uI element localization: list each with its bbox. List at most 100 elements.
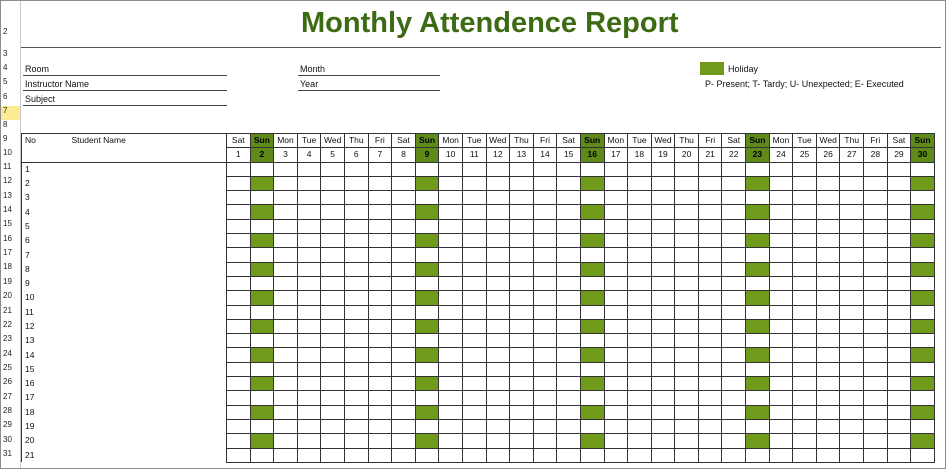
attendance-cell[interactable] [391, 433, 416, 449]
row-number[interactable]: 14 [3, 205, 12, 215]
holiday-cell[interactable] [910, 204, 935, 220]
attendance-cell[interactable] [249, 247, 275, 263]
attendance-cell[interactable] [226, 204, 251, 220]
attendance-cell[interactable] [886, 175, 912, 192]
attendance-cell[interactable] [627, 347, 652, 363]
holiday-cell[interactable] [414, 204, 440, 220]
attendance-cell[interactable] [343, 447, 369, 463]
holiday-cell[interactable] [579, 175, 605, 192]
holiday-cell[interactable] [249, 204, 275, 220]
attendance-cell[interactable] [343, 247, 369, 263]
attendance-cell[interactable] [910, 390, 935, 406]
holiday-cell[interactable] [249, 290, 275, 306]
attendance-cell[interactable] [367, 304, 393, 320]
attendance-cell[interactable] [391, 390, 416, 406]
attendance-cell[interactable] [603, 233, 629, 249]
attendance-cell[interactable] [438, 433, 463, 449]
attendance-cell[interactable] [839, 247, 865, 263]
attendance-cell[interactable] [438, 218, 463, 235]
attendance-cell[interactable] [697, 290, 723, 306]
attendance-cell[interactable] [627, 447, 652, 463]
attendance-cell[interactable] [886, 447, 912, 463]
attendance-cell[interactable] [485, 233, 511, 249]
attendance-cell[interactable] [343, 261, 369, 277]
attendance-cell[interactable] [627, 418, 652, 435]
student-name-cell[interactable] [68, 247, 227, 263]
holiday-cell[interactable] [414, 290, 440, 306]
attendance-cell[interactable] [509, 390, 534, 406]
student-name-cell[interactable] [68, 233, 227, 248]
attendance-cell[interactable] [461, 247, 487, 263]
attendance-cell[interactable] [485, 175, 511, 192]
attendance-cell[interactable] [627, 161, 652, 177]
attendance-cell[interactable] [768, 304, 794, 320]
attendance-cell[interactable] [249, 447, 275, 463]
attendance-cell[interactable] [674, 175, 699, 192]
attendance-cell[interactable] [697, 190, 723, 206]
attendance-cell[interactable] [532, 333, 558, 349]
student-name-cell[interactable] [68, 419, 227, 434]
attendance-cell[interactable] [556, 418, 581, 435]
attendance-cell[interactable] [697, 333, 723, 349]
attendance-cell[interactable] [438, 233, 463, 249]
attendance-cell[interactable] [461, 376, 487, 392]
row-number[interactable]: 8 [3, 120, 8, 129]
attendance-cell[interactable] [650, 247, 676, 263]
attendance-cell[interactable] [815, 261, 841, 277]
attendance-cell[interactable] [650, 175, 676, 192]
attendance-cell[interactable] [886, 218, 912, 235]
attendance-cell[interactable] [674, 218, 699, 235]
attendance-cell[interactable] [367, 376, 393, 392]
attendance-cell[interactable] [485, 190, 511, 206]
attendance-cell[interactable] [509, 275, 534, 292]
attendance-cell[interactable] [556, 404, 581, 420]
attendance-cell[interactable] [367, 261, 393, 277]
attendance-cell[interactable] [391, 361, 416, 378]
attendance-cell[interactable] [650, 190, 676, 206]
attendance-cell[interactable] [391, 190, 416, 206]
attendance-cell[interactable] [509, 261, 534, 277]
attendance-cell[interactable] [863, 318, 888, 335]
attendance-cell[interactable] [249, 361, 275, 378]
attendance-cell[interactable] [863, 361, 888, 378]
attendance-cell[interactable] [226, 318, 251, 335]
attendance-cell[interactable] [226, 418, 251, 435]
attendance-cell[interactable] [697, 304, 723, 320]
attendance-cell[interactable] [438, 204, 463, 220]
attendance-cell[interactable] [367, 433, 393, 449]
attendance-cell[interactable] [343, 204, 369, 220]
attendance-cell[interactable] [532, 361, 558, 378]
attendance-cell[interactable] [839, 275, 865, 292]
attendance-cell[interactable] [367, 218, 393, 235]
attendance-cell[interactable] [273, 233, 298, 249]
attendance-cell[interactable] [249, 161, 275, 177]
attendance-cell[interactable] [886, 318, 912, 335]
attendance-cell[interactable] [697, 404, 723, 420]
attendance-cell[interactable] [461, 304, 487, 320]
attendance-cell[interactable] [603, 218, 629, 235]
attendance-cell[interactable] [226, 161, 251, 177]
attendance-cell[interactable] [650, 347, 676, 363]
attendance-cell[interactable] [839, 333, 865, 349]
attendance-cell[interactable] [226, 190, 251, 206]
attendance-cell[interactable] [556, 390, 581, 406]
row-number[interactable]: 19 [3, 276, 12, 286]
attendance-cell[interactable] [414, 190, 440, 206]
attendance-cell[interactable] [556, 190, 581, 206]
row-number[interactable]: 6 [3, 92, 8, 101]
attendance-cell[interactable] [509, 418, 534, 435]
attendance-cell[interactable] [249, 275, 275, 292]
attendance-cell[interactable] [886, 404, 912, 420]
attendance-cell[interactable] [863, 247, 888, 263]
attendance-cell[interactable] [674, 247, 699, 263]
attendance-cell[interactable] [603, 190, 629, 206]
attendance-cell[interactable] [438, 390, 463, 406]
attendance-cell[interactable] [367, 275, 393, 292]
attendance-cell[interactable] [721, 447, 747, 463]
attendance-cell[interactable] [296, 404, 322, 420]
attendance-cell[interactable] [721, 404, 747, 420]
attendance-cell[interactable] [815, 190, 841, 206]
attendance-cell[interactable] [249, 333, 275, 349]
attendance-cell[interactable] [226, 247, 251, 263]
attendance-cell[interactable] [296, 361, 322, 378]
